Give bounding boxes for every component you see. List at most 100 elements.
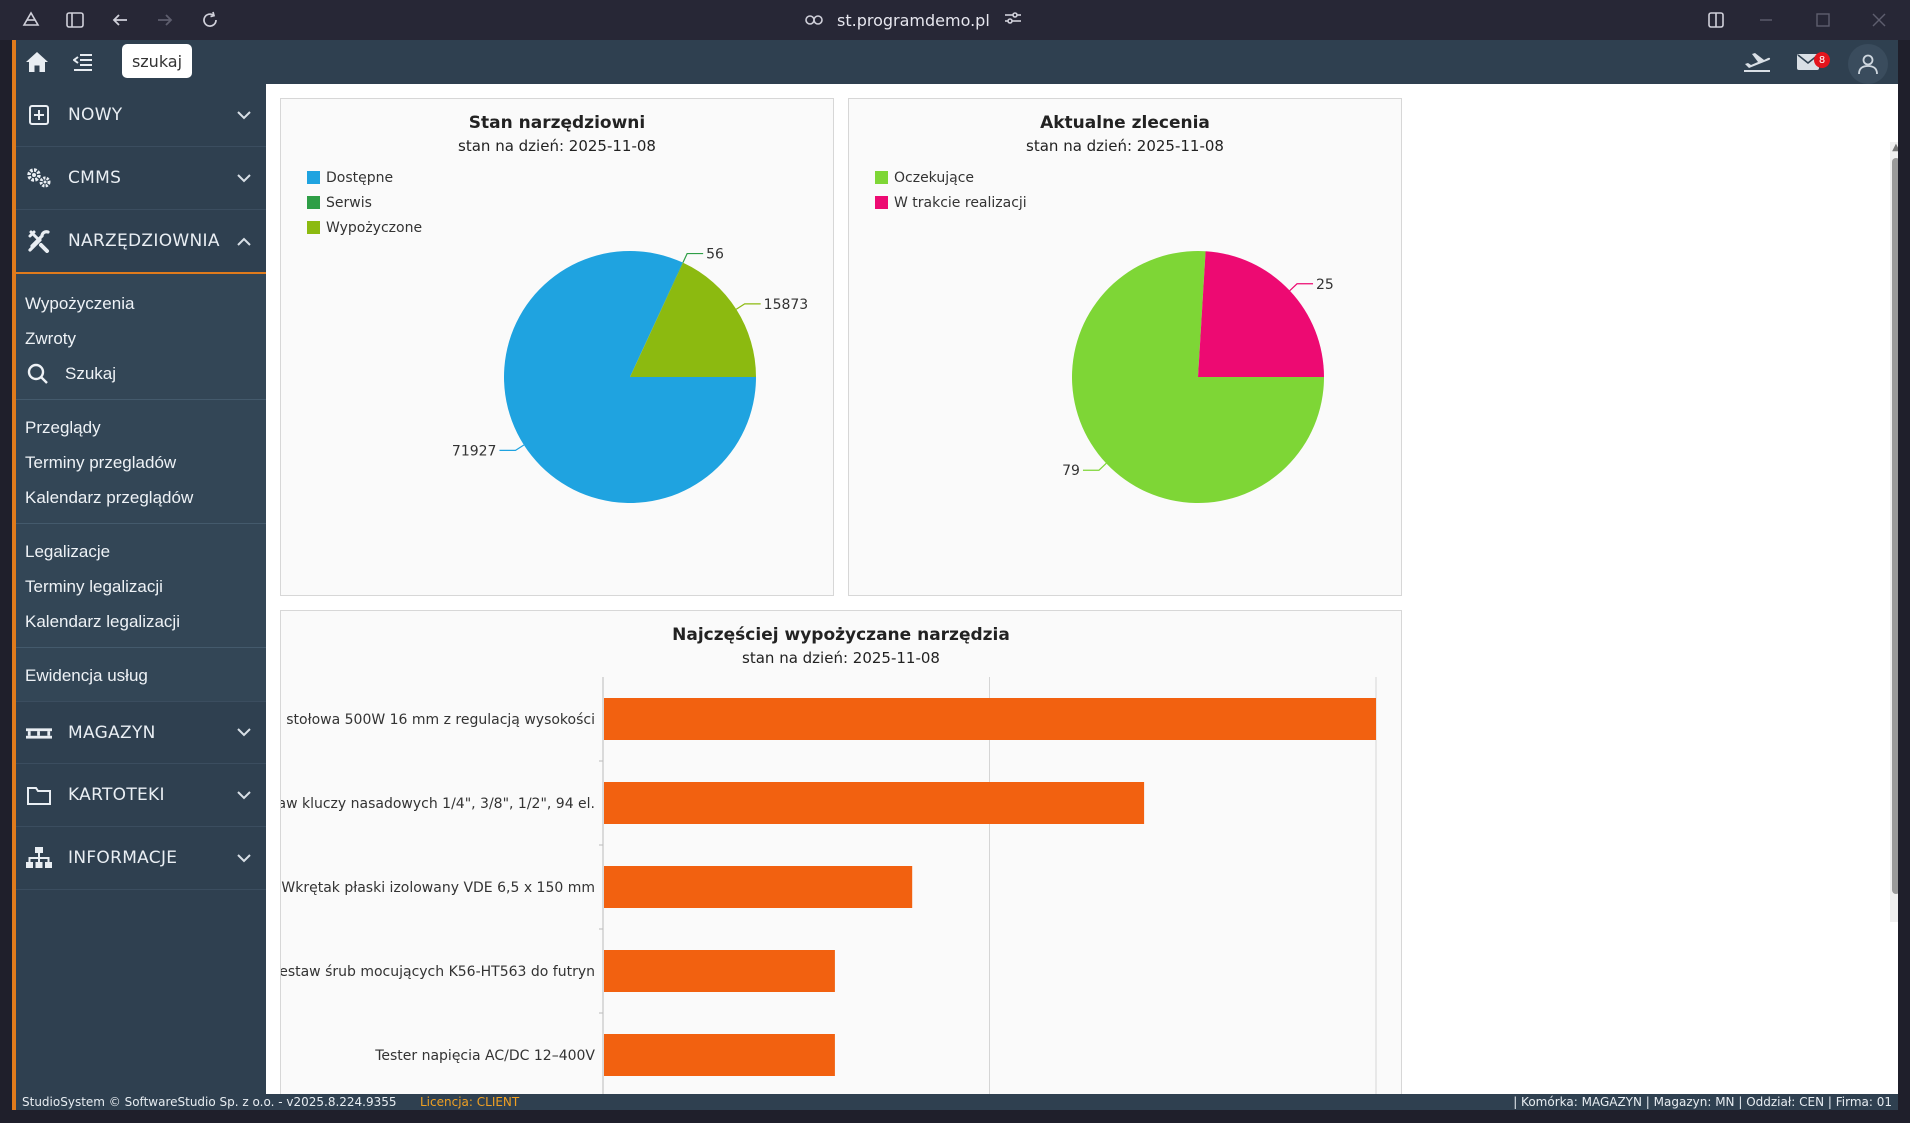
legend-item[interactable]: Oczekujące	[875, 165, 1027, 190]
submenu-section: Ewidencja usług	[16, 648, 266, 701]
pie-data-label: 15873	[764, 297, 809, 313]
chevron-down-icon	[234, 848, 254, 868]
bar[interactable]	[604, 1034, 835, 1076]
pie-slice[interactable]	[630, 262, 756, 377]
pie-label-connector	[499, 444, 525, 451]
browser-toolbar: st.programdemo.pl	[0, 0, 1910, 40]
legend-swatch	[307, 196, 320, 209]
search-icon	[25, 361, 51, 387]
forward-icon[interactable]	[153, 8, 177, 32]
submenu-item-kalendarz-legalizacji[interactable]: Kalendarz legalizacji	[25, 611, 180, 631]
plus-square-icon	[26, 102, 52, 128]
submenu-item-kalendarz-przegladow[interactable]: Kalendarz przeglądów	[25, 487, 194, 507]
status-footer: StudioSystem © SoftwareStudio Sp. z o.o.…	[16, 1094, 1898, 1110]
legend-label: W trakcie realizacji	[894, 194, 1027, 211]
category-label: Wiertarka stołowa 500W 16 mm z regulacją…	[281, 712, 595, 728]
chevron-down-icon	[234, 105, 254, 125]
submenu-item-terminy-legalizacji[interactable]: Terminy legalizacji	[25, 576, 163, 596]
site-settings-icon[interactable]	[1004, 10, 1022, 30]
home-icon[interactable]	[22, 48, 52, 76]
mail-icon[interactable]: 8	[1794, 48, 1830, 76]
panel-title: Najczęściej wypożyczane narzędzia	[672, 625, 1010, 645]
legend-label: Serwis	[326, 194, 372, 211]
legend-label: Oczekujące	[894, 169, 975, 186]
legend-item[interactable]: Serwis	[307, 190, 422, 215]
pie-label-connector	[735, 303, 761, 310]
sidebar-toggle-icon[interactable]	[63, 8, 87, 32]
legend-item[interactable]: W trakcie realizacji	[875, 190, 1027, 215]
menu-collapse-icon[interactable]	[70, 50, 96, 74]
panel-subtitle: stan na dzień: 2025-11-08	[742, 649, 940, 667]
submenu-item-legalizacje[interactable]: Legalizacje	[25, 541, 111, 561]
address-bar[interactable]: st.programdemo.pl	[805, 8, 1022, 32]
scrollbar-thumb[interactable]	[1892, 158, 1898, 894]
search-button[interactable]: szukaj	[122, 44, 192, 78]
panel-subtitle: stan na dzień: 2025-11-08	[458, 137, 656, 155]
footer-license: Licencja: CLIENT	[420, 1095, 520, 1109]
submenu-item-zwroty[interactable]: Zwroty	[25, 328, 76, 348]
panel-title: Aktualne zlecenia	[1040, 113, 1210, 133]
chevron-down-icon	[234, 723, 254, 743]
user-avatar-icon[interactable]	[1848, 44, 1888, 84]
sidebar: NOWY CMMS NARZĘDZIOWNIA Wypożyczenia Zwr…	[16, 84, 266, 1094]
menu-group-label: INFORMACJE	[68, 848, 178, 868]
pie-slice[interactable]	[1198, 251, 1324, 377]
panel-aktualne-zlecenia: Aktualne zlecenia stan na dzień: 2025-11…	[848, 98, 1402, 596]
close-window-icon[interactable]	[1867, 8, 1891, 32]
split-view-icon[interactable]	[1704, 8, 1728, 32]
menu-group-informacje[interactable]: INFORMACJE	[16, 827, 266, 890]
pie-data-label: 71927	[452, 443, 497, 459]
submenu-section: Legalizacje Terminy legalizacji Kalendar…	[16, 524, 266, 648]
legend-item[interactable]: Dostępne	[307, 165, 422, 190]
menu-group-narzedziownia[interactable]: NARZĘDZIOWNIA	[16, 210, 266, 274]
app-frame: szukaj 8 NOWY CMMS	[12, 40, 1898, 1110]
menu-group-label: MAGAZYN	[68, 722, 156, 743]
reload-icon[interactable]	[198, 8, 222, 32]
chevron-up-icon	[234, 231, 254, 251]
submenu-item-wypozyczenia[interactable]: Wypożyczenia	[25, 293, 135, 313]
panel-stan-narzedziowni: Stan narzędziowni stan na dzień: 2025-11…	[280, 98, 834, 596]
pie-data-label: 56	[706, 247, 724, 263]
maximize-icon[interactable]	[1811, 8, 1835, 32]
bar[interactable]	[604, 782, 1145, 824]
bar-chart-narzedzia: Wiertarka stołowa 500W 16 mm z regulacją…	[281, 677, 1377, 1094]
legend-label: Dostępne	[326, 169, 394, 186]
pie-slice[interactable]	[630, 262, 684, 377]
submenu-item-label: Szukaj	[65, 363, 117, 383]
bar[interactable]	[604, 698, 1376, 740]
category-label: Wkrętak płaski izolowany VDE 6,5 x 150 m…	[281, 880, 595, 896]
minimize-icon[interactable]	[1754, 8, 1778, 32]
bar[interactable]	[604, 950, 835, 992]
legend-label: Wypożyczone	[326, 219, 423, 236]
scroll-up-icon[interactable]: ▲	[1890, 142, 1898, 154]
legend-item[interactable]: Wypożyczone	[307, 215, 422, 240]
menu-group-cmms[interactable]: CMMS	[16, 147, 266, 210]
submenu-item-szukaj[interactable]: Szukaj	[16, 356, 266, 391]
menu-group-kartoteki[interactable]: KARTOTEKI	[16, 764, 266, 827]
legend-swatch	[875, 196, 888, 209]
pie-slice[interactable]	[1072, 250, 1324, 503]
menu-group-nowy[interactable]: NOWY	[16, 84, 266, 147]
submenu-item-ewidencja-uslug[interactable]: Ewidencja usług	[25, 665, 148, 685]
legend-swatch	[307, 171, 320, 184]
app-topbar: szukaj 8	[16, 40, 1898, 84]
bar[interactable]	[604, 866, 913, 908]
submenu-item-przeglady[interactable]: Przeglądy	[25, 417, 101, 437]
menu-group-label: CMMS	[68, 168, 122, 188]
menu-group-magazyn[interactable]: MAGAZYN	[16, 701, 266, 764]
back-icon[interactable]	[108, 8, 132, 32]
footer-copyright: StudioSystem © SoftwareStudio Sp. z o.o.…	[22, 1095, 397, 1109]
menu-group-label: NARZĘDZIOWNIA	[68, 231, 220, 251]
legend-swatch	[875, 171, 888, 184]
browser-logo-icon[interactable]	[19, 8, 43, 32]
pie-label-connector	[1082, 462, 1107, 471]
submenu-item-terminy-przegladow[interactable]: Terminy przegladów	[25, 452, 177, 472]
pie-chart-stan: 71927 56 15873	[452, 247, 809, 503]
url-text: st.programdemo.pl	[837, 10, 990, 30]
chart-legend: Oczekujące W trakcie realizacji	[875, 165, 1027, 215]
menu-group-label: KARTOTEKI	[68, 785, 165, 805]
dashboard-content: Stan narzędziowni stan na dzień: 2025-11…	[266, 84, 1898, 1094]
departures-icon[interactable]	[1742, 48, 1772, 76]
category-label: Zestaw kluczy nasadowych 1/4", 3/8", 1/2…	[281, 796, 595, 812]
legend-swatch	[307, 221, 320, 234]
